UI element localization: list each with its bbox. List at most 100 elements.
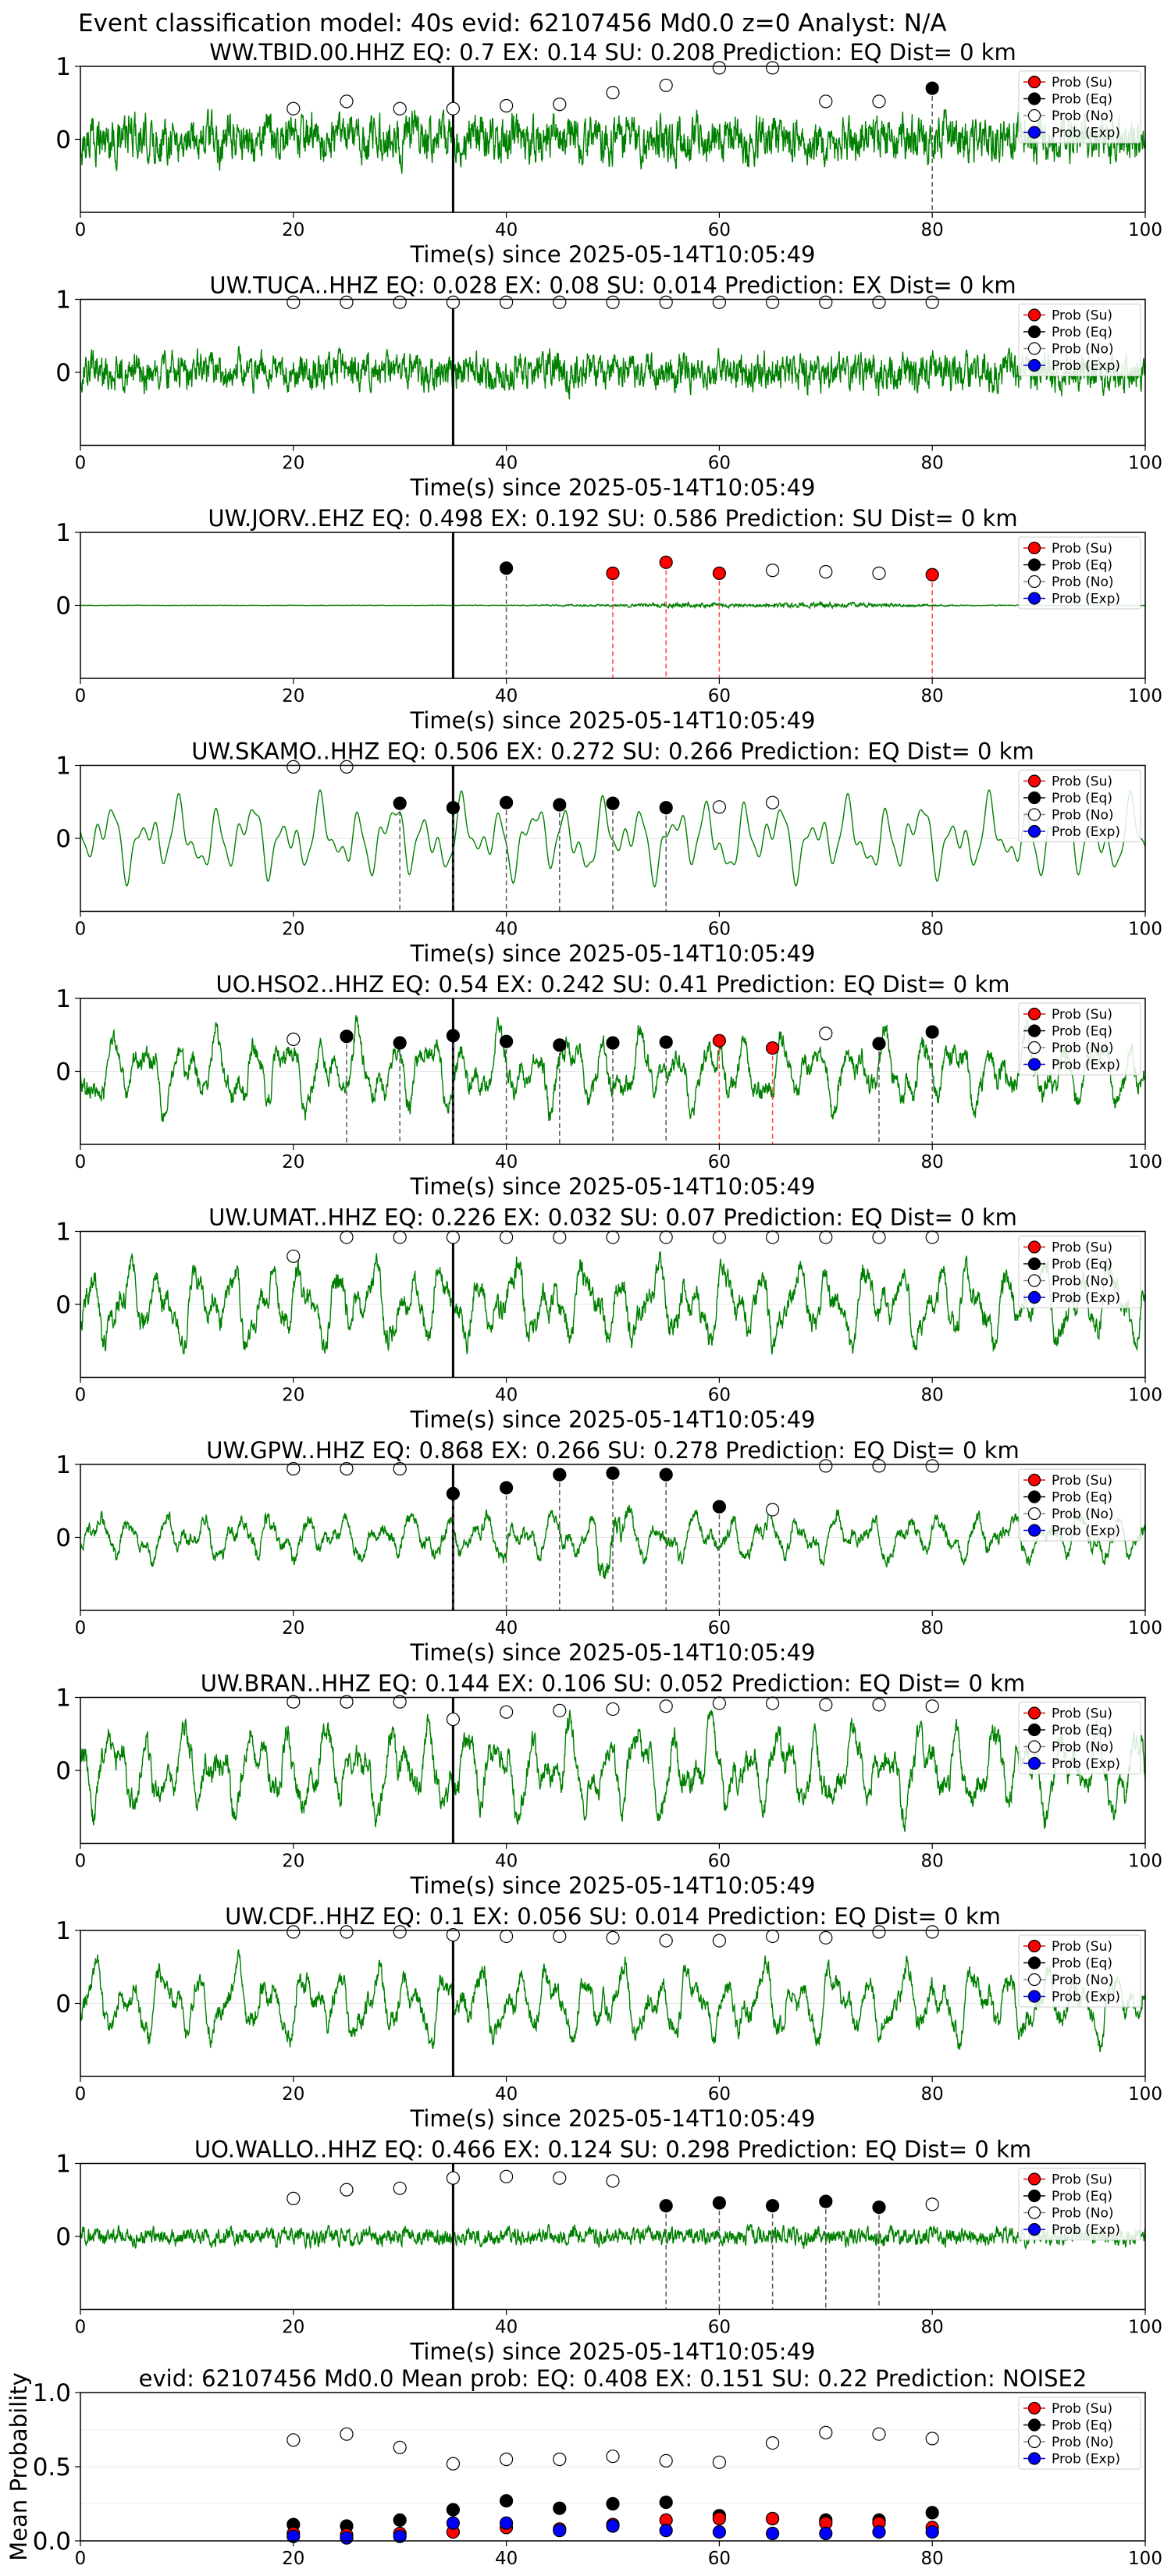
x-tick-label: 100	[1128, 1618, 1162, 1638]
y-axis-label: Mean Probability	[5, 2372, 32, 2561]
y-tick-label: 1	[55, 286, 71, 315]
legend-label-eq: Prob (Eq)	[1052, 2189, 1112, 2204]
prob-point-no	[393, 1925, 407, 1939]
legend-marker-no	[1027, 1041, 1041, 1055]
mean-point-no	[872, 2427, 886, 2441]
legend-label-exp: Prob (Exp)	[1052, 1990, 1120, 2005]
legend-marker-eq	[1027, 558, 1041, 571]
prob-point-no	[446, 101, 461, 116]
prob-point-no	[659, 78, 673, 92]
prob-point-no	[287, 295, 301, 309]
legend-label-eq: Prob (Eq)	[1052, 2418, 1112, 2434]
waveform-trace	[80, 2223, 1145, 2250]
panel-title: UW.UMAT..HHZ EQ: 0.226 EX: 0.032 SU: 0.0…	[208, 1204, 1017, 1231]
legend-label-su: Prob (Su)	[1052, 774, 1112, 790]
prob-point-eq	[606, 796, 620, 810]
x-tick-label: 100	[1128, 2549, 1162, 2569]
legend-box	[1018, 2396, 1141, 2470]
x-tick-label: 20	[282, 1852, 304, 1872]
prob-point-no	[925, 1699, 939, 1713]
x-tick-label: 60	[708, 220, 731, 240]
mean-point-exp	[819, 2526, 833, 2541]
y-tick-label: 0	[55, 592, 71, 621]
legend-box	[1018, 2168, 1141, 2240]
legend-label-exp: Prob (Exp)	[1052, 824, 1120, 840]
prob-point-no	[872, 1230, 886, 1244]
legend-label-exp: Prob (Exp)	[1052, 1756, 1120, 1772]
x-axis-label: Time(s) since 2025-05-14T10:05:49	[410, 1639, 816, 1666]
x-tick-label: 100	[1128, 1152, 1162, 1172]
legend-box	[1018, 770, 1141, 842]
panel-title: UW.JORV..EHZ EQ: 0.498 EX: 0.192 SU: 0.5…	[208, 505, 1017, 532]
mean-point-su	[765, 2511, 780, 2526]
legend-label-eq: Prob (Eq)	[1052, 92, 1112, 108]
legend-label-su: Prob (Su)	[1052, 2401, 1112, 2417]
x-tick-label: 100	[1128, 1386, 1162, 1406]
legend-marker-su	[1027, 1007, 1041, 1021]
legend-marker-no	[1027, 2435, 1041, 2449]
legend-marker-eq	[1027, 2418, 1041, 2432]
x-axis-label: Time(s) since 2025-05-14T10:05:49	[410, 941, 816, 967]
x-tick-label: 40	[495, 920, 518, 940]
y-tick-label: 1	[55, 519, 71, 547]
legend-marker-no	[1027, 1740, 1041, 1753]
prob-point-eq	[872, 1037, 886, 1051]
mean-probability-panel: evid: 62107456 Md0.0 Mean prob: EQ: 0.40…	[5, 2365, 1162, 2569]
prob-point-no	[393, 1230, 407, 1244]
x-axis-label: Time(s) since 2025-05-14T10:05:49	[410, 1173, 816, 1200]
prob-point-no	[712, 800, 727, 814]
prob-point-no	[819, 564, 833, 579]
prob-point-no	[819, 1026, 833, 1041]
y-tick-label: 1	[55, 1219, 71, 1247]
prob-point-no	[553, 295, 567, 309]
x-tick-label: 80	[921, 1618, 944, 1638]
legend-label-su: Prob (Su)	[1052, 1007, 1112, 1023]
prob-point-su	[925, 568, 939, 582]
prob-point-no	[499, 295, 514, 309]
prob-point-no	[872, 1459, 886, 1473]
waveform-panel-6: UW.GPW..HHZ EQ: 0.868 EX: 0.266 SU: 0.27…	[55, 1437, 1162, 1666]
mean-point-no	[765, 2436, 780, 2450]
mean-point-eq	[499, 2494, 514, 2508]
legend-marker-su	[1027, 2172, 1041, 2186]
figure-suptitle: Event classification model: 40s evid: 62…	[78, 9, 947, 37]
mean-point-exp	[499, 2516, 514, 2530]
y-tick-label: 1	[55, 1917, 71, 1945]
prob-point-no	[499, 1230, 514, 1244]
waveform-trace	[80, 789, 1145, 888]
prob-point-eq	[606, 1466, 620, 1480]
prob-point-no	[819, 1230, 833, 1244]
legend-label-no: Prob (No)	[1052, 2206, 1114, 2222]
mean-point-exp	[606, 2519, 620, 2533]
x-tick-label: 20	[282, 2084, 304, 2105]
waveform-panel-5: UW.UMAT..HHZ EQ: 0.226 EX: 0.032 SU: 0.0…	[55, 1204, 1162, 1433]
x-axis-label: Time(s) since 2025-05-14T10:05:49	[410, 1407, 816, 1433]
x-tick-label: 60	[708, 920, 731, 940]
x-tick-label: 0	[75, 220, 87, 240]
prob-point-no	[712, 1230, 727, 1244]
prob-point-no	[765, 1230, 780, 1244]
prob-point-no	[553, 1703, 567, 1717]
x-tick-label: 20	[282, 1152, 304, 1172]
prob-point-eq	[925, 1025, 939, 1039]
prob-point-no	[925, 1925, 939, 1939]
y-tick-label: 0	[55, 1991, 71, 2019]
mean-point-exp	[393, 2529, 407, 2543]
legend-label-no: Prob (No)	[1052, 1740, 1114, 1756]
legend-label-su: Prob (Su)	[1052, 1473, 1112, 1489]
prob-point-no	[765, 1696, 780, 1710]
prob-point-no	[872, 295, 886, 309]
mean-point-exp	[712, 2525, 727, 2539]
panel-title: UO.WALLO..HHZ EQ: 0.466 EX: 0.124 SU: 0.…	[194, 2137, 1031, 2163]
prob-point-no	[287, 1249, 301, 1263]
legend-label-eq: Prob (Eq)	[1052, 1723, 1112, 1738]
prob-point-no	[819, 1698, 833, 1712]
prob-point-eq	[819, 2194, 833, 2208]
prob-point-no	[446, 2171, 461, 2185]
legend-label-su: Prob (Su)	[1052, 75, 1112, 91]
legend-label-exp: Prob (Exp)	[1052, 2222, 1120, 2238]
x-tick-label: 0	[75, 1618, 87, 1638]
legend-marker-exp	[1027, 358, 1041, 372]
prob-point-eq	[553, 1038, 567, 1052]
x-axis-label: Time(s) since 2025-05-14T10:05:49	[410, 2339, 816, 2365]
